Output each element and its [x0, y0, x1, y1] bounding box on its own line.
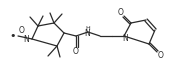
Text: H: H: [86, 26, 90, 31]
Text: N: N: [84, 28, 90, 38]
Text: O: O: [19, 26, 25, 35]
Text: O: O: [118, 8, 124, 16]
Text: N: N: [23, 34, 29, 44]
Text: O: O: [158, 50, 164, 60]
Text: •: •: [10, 31, 16, 41]
Text: N: N: [122, 34, 128, 42]
Text: O: O: [73, 46, 79, 56]
